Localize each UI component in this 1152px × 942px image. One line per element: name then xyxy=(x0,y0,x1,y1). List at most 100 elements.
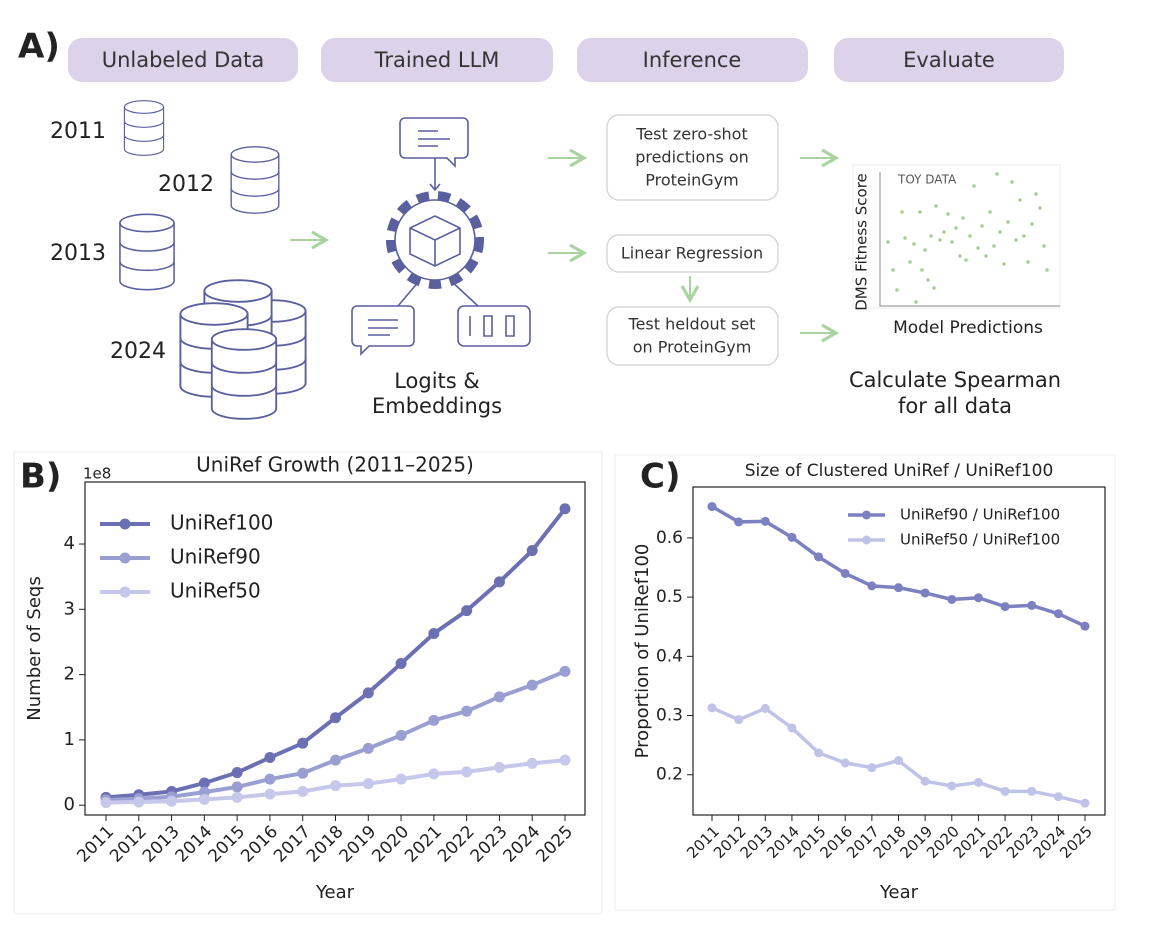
legend-label: UniRef90 xyxy=(170,545,261,569)
data-point xyxy=(526,757,538,769)
y-tick-label: 0.4 xyxy=(656,646,683,666)
data-point xyxy=(493,691,505,703)
data-point xyxy=(1053,609,1063,619)
data-point xyxy=(526,679,538,691)
x-tick-label: 2022 xyxy=(434,822,479,867)
data-point xyxy=(461,705,473,717)
data-point xyxy=(526,545,538,557)
y-offset-label: 1e8 xyxy=(83,465,111,483)
y-tick-label: 3 xyxy=(64,598,75,619)
y-tick-label: 0.3 xyxy=(656,706,683,726)
panel-label: B) xyxy=(20,457,61,497)
data-point xyxy=(814,552,824,562)
data-point xyxy=(840,568,850,578)
data-point xyxy=(395,658,407,670)
legend-label: UniRef100 xyxy=(170,511,273,535)
llm-output-label: Logits & xyxy=(394,369,480,393)
data-point xyxy=(330,780,341,792)
panel-frame xyxy=(13,451,603,915)
chart-title: UniRef Growth (2011–2025) xyxy=(196,453,474,477)
data-point xyxy=(297,737,309,749)
year-label: 2012 xyxy=(158,172,214,197)
data-point xyxy=(559,503,571,515)
year-label: 2011 xyxy=(50,119,106,144)
panel-a: A) Unlabeled Data Trained LLM Inference … xyxy=(18,27,1064,420)
data-point xyxy=(920,776,930,786)
toy-y-label: DMS Fitness Score xyxy=(853,173,871,311)
data-point xyxy=(814,748,824,758)
inference-text: predictions on xyxy=(635,148,749,167)
data-point xyxy=(734,715,744,725)
data-point xyxy=(100,797,112,809)
data-point xyxy=(1027,786,1037,796)
year-label: 2013 xyxy=(50,241,106,266)
data-point xyxy=(559,665,571,677)
legend-marker xyxy=(862,535,871,545)
data-point xyxy=(1000,602,1010,612)
panel-label: A) xyxy=(18,27,60,67)
x-axis-label: Year xyxy=(879,882,919,903)
data-point xyxy=(231,767,243,779)
inference-box xyxy=(606,234,779,273)
y-tick-label: 0.6 xyxy=(656,528,683,548)
x-tick-label: 2011 xyxy=(73,822,118,867)
data-point xyxy=(707,502,717,512)
x-tick-label: 2015 xyxy=(204,822,249,867)
data-point xyxy=(428,768,440,780)
data-point xyxy=(947,594,957,604)
llm-output-label: Embeddings xyxy=(372,394,502,418)
data-point xyxy=(493,576,505,588)
toy-x-label: Model Predictions xyxy=(893,318,1043,338)
data-point xyxy=(461,605,473,617)
y-tick-label: 0 xyxy=(64,794,75,815)
data-point xyxy=(395,773,407,785)
data-point xyxy=(264,788,276,800)
data-point xyxy=(867,763,877,773)
toy-label: TOY DATA xyxy=(897,173,957,187)
stage-label: Unlabeled Data xyxy=(102,48,265,72)
data-point xyxy=(231,781,243,793)
inference-box xyxy=(606,114,779,201)
legend-label: UniRef50 / UniRef100 xyxy=(900,531,1060,549)
database-icon xyxy=(119,213,175,291)
inference-text: on ProteinGym xyxy=(633,338,752,357)
data-point xyxy=(920,588,930,598)
data-point xyxy=(867,581,877,591)
x-tick-label: 2018 xyxy=(303,822,348,867)
data-point xyxy=(428,714,440,726)
toy-frame xyxy=(852,164,1061,309)
database-icon xyxy=(123,100,165,156)
data-point xyxy=(734,517,744,527)
llm-icon xyxy=(351,117,531,356)
data-point xyxy=(973,777,983,787)
data-point xyxy=(166,795,178,807)
y-axis-label: Number of Seqs xyxy=(24,576,45,720)
data-point xyxy=(894,756,903,766)
evaluate-caption: for all data xyxy=(898,394,1012,418)
data-point xyxy=(330,754,341,766)
data-point xyxy=(1080,621,1090,631)
data-point xyxy=(1080,798,1090,808)
x-tick-label: 2021 xyxy=(401,822,446,867)
y-tick-label: 0.5 xyxy=(656,587,683,607)
y-tick-label: 0.2 xyxy=(656,765,683,785)
legend-label: UniRef50 xyxy=(170,579,261,603)
data-point xyxy=(1053,792,1063,802)
data-point xyxy=(362,778,374,790)
inference-box xyxy=(606,306,779,366)
data-point xyxy=(198,777,210,789)
legend-label: UniRef90 / UniRef100 xyxy=(900,506,1060,524)
database-icon xyxy=(230,146,280,214)
stage-pill xyxy=(68,38,298,82)
data-point xyxy=(787,723,797,733)
data-point xyxy=(362,687,374,699)
data-point xyxy=(707,703,717,713)
data-point xyxy=(1027,600,1037,610)
data-point xyxy=(362,742,374,754)
legend-marker xyxy=(862,510,871,520)
data-point xyxy=(231,791,243,803)
x-axis-label: Year xyxy=(315,882,355,903)
data-point xyxy=(493,761,505,773)
inference-text: ProteinGym xyxy=(645,171,739,190)
